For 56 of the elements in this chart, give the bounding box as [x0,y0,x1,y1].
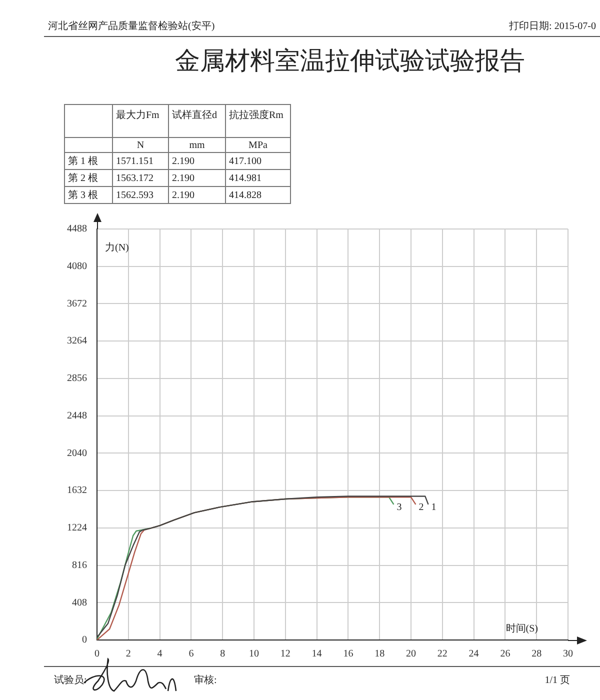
x-tick-label: 28 [532,648,542,660]
text: 试样直径d [168,104,226,138]
y-tick-label: 4488 [67,224,87,235]
text: N [112,138,168,152]
y-tick-label: 2040 [67,448,87,459]
text: 414.828 [226,186,290,204]
x-tick-label: 14 [312,648,322,660]
text: 2.190 [168,152,226,170]
text: 2.190 [168,186,226,204]
text: MPa [226,138,290,152]
y-tick-label: 3672 [67,298,87,310]
text: 1562.593 [112,186,168,204]
y-tick-label: 3264 [67,336,87,347]
text: 417.100 [226,152,290,170]
x-tick-label: 10 [249,648,259,660]
text: 1563.172 [112,170,168,186]
series-label: 3 [396,502,402,514]
text: 最大力Fm [112,104,168,138]
text: 打印日期: 2015-07-0 [509,20,596,33]
x-tick-label: 22 [437,648,448,660]
x-tick-label: 16 [343,648,354,660]
x-axis-title: 时间(S) [506,622,538,635]
x-tick-label: 18 [374,648,385,660]
x-tick-label: 0 [94,648,100,660]
y-tick-label: 816 [72,560,87,571]
x-tick-label: 2 [126,648,131,660]
x-tick-label: 30 [563,648,573,660]
text: 河北省丝网产品质量监督检验站(安平) [48,20,215,33]
text: 第 3 根 [64,186,112,204]
text: 1/1 页 [544,674,570,687]
y-tick-label: 2448 [67,410,87,422]
series-label: 2 [418,502,424,514]
y-tick-label: 1224 [67,522,87,534]
text: 审核: [194,674,217,687]
text: 第 1 根 [64,152,112,170]
y-tick-label: 1632 [67,485,87,496]
text: 抗拉强度Rm [226,104,290,138]
y-tick-label: 0 [82,634,87,646]
x-tick-label: 24 [468,648,479,660]
text: 第 2 根 [64,170,112,186]
text: 2.190 [168,170,226,186]
text: 1571.151 [112,152,168,170]
y-axis-title: 力(N) [105,242,129,254]
text: mm [168,138,226,152]
x-tick-label: 12 [280,648,290,660]
y-tick-label: 2856 [67,373,87,384]
chart-title: 金属材料室温拉伸试验试验报告 [174,46,526,77]
x-tick-label: 26 [500,648,510,660]
text: 414.981 [226,170,290,186]
y-tick-label: 408 [72,597,87,608]
series-label: 1 [431,502,436,514]
x-tick-label: 4 [157,648,162,660]
y-tick-label: 4080 [67,260,87,272]
x-tick-label: 6 [188,648,194,660]
x-tick-label: 8 [220,648,226,660]
x-tick-label: 20 [406,648,416,660]
